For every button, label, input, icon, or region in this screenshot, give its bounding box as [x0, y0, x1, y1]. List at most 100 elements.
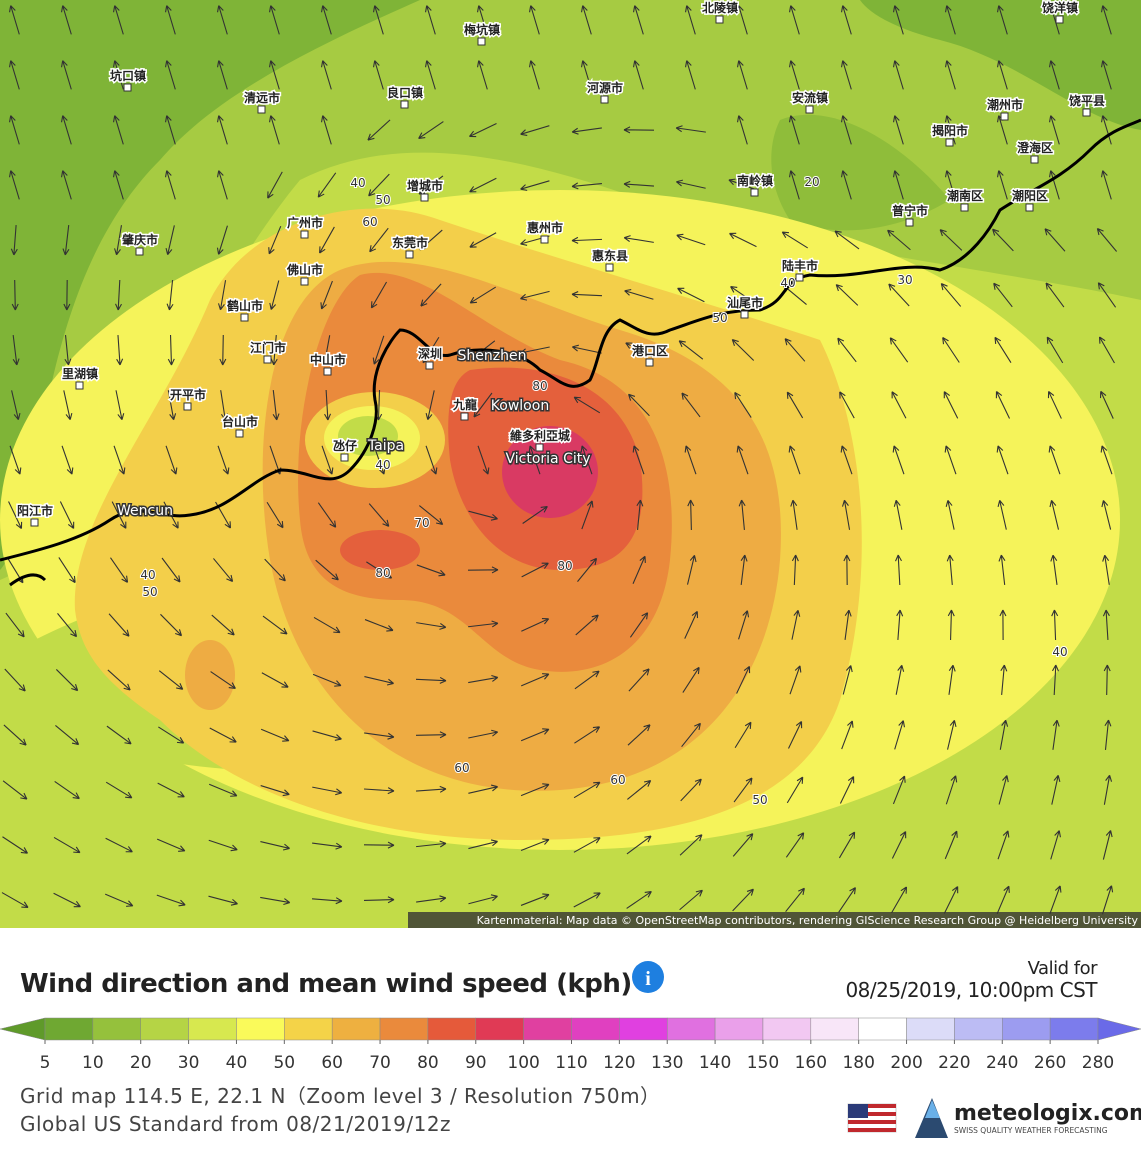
- wind-arrow: [315, 559, 339, 581]
- wind-arrow: [12, 335, 20, 366]
- wind-arrow: [209, 727, 237, 743]
- place-label: 江门市: [250, 340, 286, 355]
- wind-arrow: [738, 610, 750, 640]
- wind-arrow: [115, 390, 125, 421]
- wind-arrow: [262, 615, 288, 635]
- wind-arrow: [62, 225, 70, 256]
- wind-arrow: [269, 280, 280, 310]
- region: [340, 530, 420, 570]
- wind-arrow: [3, 724, 27, 746]
- wind-arrow: [1052, 719, 1060, 750]
- place-label: Wencun: [117, 503, 173, 519]
- place-marker: [340, 453, 349, 462]
- wind-arrow: [736, 115, 748, 145]
- place-marker: [263, 355, 272, 364]
- place-marker: [400, 100, 409, 109]
- colorbar-segment: [954, 1017, 1003, 1041]
- wind-arrow: [63, 390, 73, 420]
- wind-arrow: [1100, 115, 1112, 145]
- colorbar-tick-label: 260: [1034, 1053, 1066, 1073]
- wind-arrow: [158, 670, 184, 690]
- wind-arrow: [839, 391, 855, 419]
- wind-arrow: [420, 283, 442, 307]
- wind-arrow: [418, 175, 444, 195]
- wind-arrow: [944, 5, 956, 35]
- wind-arrow: [367, 119, 391, 141]
- wind-arrow: [679, 889, 703, 911]
- colorbar-segment: [858, 1017, 907, 1041]
- colorbar-tick-label: 160: [795, 1053, 827, 1073]
- wind-arrow: [893, 499, 903, 530]
- wind-arrow: [369, 227, 389, 253]
- wind-arrow: [834, 230, 860, 250]
- wind-arrow: [11, 279, 19, 311]
- brand[interactable]: meteologix.com: [954, 1101, 1141, 1126]
- wind-arrow: [998, 554, 1006, 585]
- wind-arrow: [571, 344, 602, 354]
- contour-label: 80: [532, 379, 547, 393]
- wind-arrow: [574, 670, 600, 690]
- colorbar-tick-label: 80: [417, 1053, 439, 1073]
- wind-arrow: [787, 721, 803, 749]
- wind-arrow: [528, 60, 540, 90]
- colorbar-tick-label: 130: [651, 1053, 683, 1073]
- wind-arrow: [364, 619, 394, 632]
- wind-arrow: [208, 783, 238, 797]
- wind-arrow: [58, 557, 76, 584]
- place-label: 坑口镇: [110, 68, 146, 83]
- us-flag[interactable]: [847, 1103, 897, 1133]
- place-marker: [460, 412, 469, 421]
- wind-arrow: [940, 283, 962, 307]
- wind-arrow: [731, 338, 755, 361]
- wind-arrow: [112, 170, 124, 200]
- wind-arrow: [788, 170, 800, 200]
- wind-arrow: [164, 60, 176, 90]
- colorbar-tick-label: 100: [507, 1053, 539, 1073]
- wind-arrow: [892, 170, 904, 200]
- wind-arrow: [1103, 774, 1113, 805]
- colorbar-segment: [714, 1017, 764, 1041]
- place-marker: [135, 247, 144, 256]
- wind-arrow: [947, 609, 955, 641]
- wind-arrow: [4, 668, 26, 692]
- place-marker: [795, 273, 804, 282]
- wind-arrow: [736, 666, 751, 694]
- wind-arrow: [734, 721, 752, 749]
- wind-arrow: [788, 115, 800, 145]
- wind-arrow: [8, 170, 20, 200]
- wind-arrow: [267, 171, 283, 199]
- wind-arrow: [732, 833, 754, 857]
- info-glyph: i: [645, 968, 651, 990]
- wind-arrow: [312, 842, 343, 850]
- wind-arrow: [1098, 336, 1115, 364]
- wind-arrow: [520, 125, 550, 136]
- wind-arrow: [945, 775, 958, 805]
- region: [0, 0, 420, 570]
- wind-arrow: [740, 554, 748, 585]
- wind-arrow: [736, 445, 749, 475]
- wind-arrow: [786, 776, 804, 804]
- wind-arrow: [571, 127, 602, 135]
- wind-arrow: [992, 228, 1014, 252]
- wind-arrow: [944, 170, 956, 200]
- wind-arrow: [571, 182, 602, 190]
- wind-arrows: [1, 5, 1118, 915]
- wind-arrow: [425, 445, 438, 475]
- wind-arrow: [53, 892, 81, 908]
- wind-arrow: [415, 731, 447, 739]
- wind-arrow: [260, 728, 290, 742]
- colorbar-tick-label: 90: [465, 1053, 487, 1073]
- place-marker: [300, 230, 309, 239]
- colorbar-tick-label: 10: [82, 1053, 104, 1073]
- wind-arrow: [368, 173, 390, 197]
- wind-arrow: [1103, 664, 1111, 696]
- wind-arrow: [156, 894, 186, 907]
- info-icon[interactable]: [632, 961, 664, 993]
- wind-arrow: [1050, 830, 1061, 860]
- place-label: 潮南区: [947, 188, 983, 203]
- wind-arrow: [270, 335, 278, 366]
- region: [185, 640, 235, 710]
- contour-label: 40: [780, 276, 795, 290]
- wind-arrow: [2, 780, 28, 800]
- wind-arrow: [1104, 719, 1112, 750]
